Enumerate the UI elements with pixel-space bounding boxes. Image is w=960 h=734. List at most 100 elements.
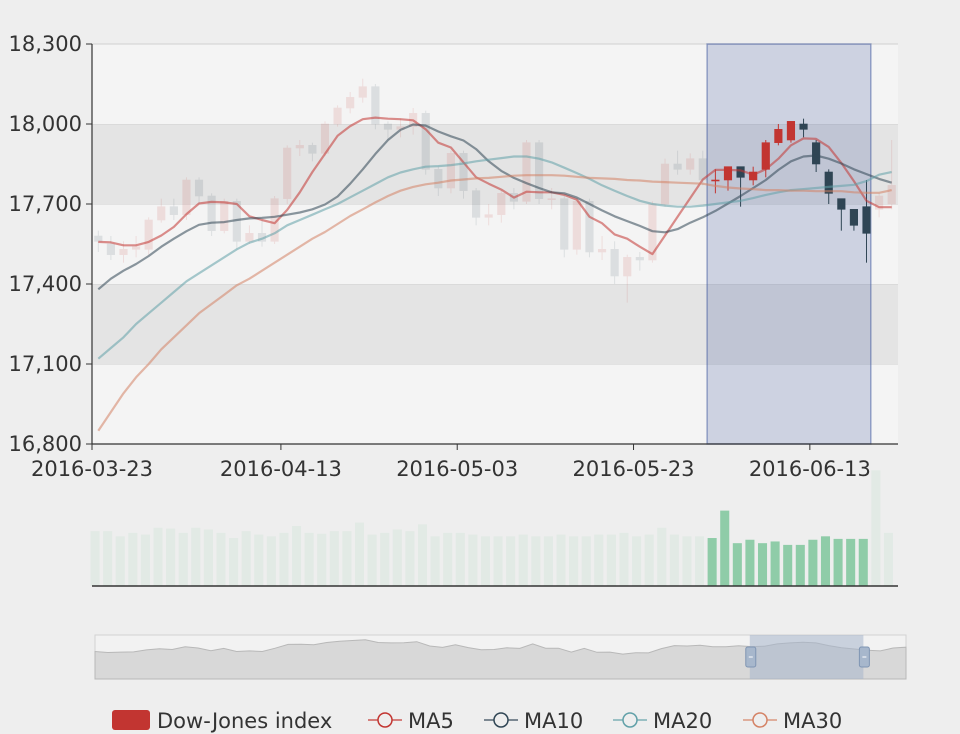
volume-bar (644, 534, 654, 586)
candle-body (459, 153, 468, 191)
y-tick-label: 17,700 (9, 192, 82, 216)
legend-item-dow-jones-index[interactable]: Dow-Jones index (112, 709, 332, 733)
candle-body (799, 123, 808, 130)
legend-icon-circle (752, 712, 768, 728)
candle-body (597, 249, 607, 253)
candle (635, 252, 644, 271)
candle (434, 166, 443, 196)
volume-bar (329, 531, 339, 586)
ma-line-ma10 (97, 123, 893, 291)
volume-bar (153, 527, 163, 586)
volume-bar (480, 536, 490, 586)
ma-line-ma5 (98, 116, 892, 256)
volume-bar (455, 532, 465, 586)
candle (132, 236, 141, 258)
candle (220, 198, 229, 234)
ma-line-ma20 (97, 155, 892, 360)
candle-body (786, 121, 796, 141)
legend-label: Dow-Jones index (157, 709, 332, 733)
candle-body (245, 233, 254, 242)
candle-body (497, 193, 506, 215)
volume-bar (367, 534, 377, 586)
legend-item-ma30[interactable]: MA30 (743, 709, 842, 733)
y-split-area (92, 44, 898, 124)
candle-body (144, 219, 153, 250)
volume-bar (732, 543, 742, 586)
candle (459, 150, 468, 199)
candle-body (635, 257, 644, 261)
volume-bar (493, 536, 503, 586)
volume-bar (266, 536, 276, 586)
volume-bars (90, 470, 898, 587)
legend-label: MA20 (653, 709, 712, 733)
volume-bar (279, 532, 289, 586)
volume-bar (682, 536, 692, 586)
candle-body (837, 198, 846, 210)
candle (106, 236, 115, 260)
legend: Dow-Jones index MA5 MA10 MA20 MA30 (112, 709, 842, 733)
volume-bar (833, 538, 843, 586)
candle-body (761, 142, 770, 170)
plot-background (92, 43, 898, 444)
volume-bar (606, 534, 616, 586)
legend-item-ma20[interactable]: MA20 (613, 709, 712, 733)
candle (157, 198, 166, 223)
candle (308, 142, 317, 162)
y-tick-label: 16,800 (9, 432, 82, 456)
legend-item-ma10[interactable]: MA10 (484, 709, 583, 733)
candle (610, 241, 619, 284)
candle-body (358, 86, 367, 98)
brush-rect[interactable] (706, 43, 872, 445)
volume-bar (254, 534, 264, 586)
candle-body (585, 201, 594, 253)
volume-bar (745, 539, 755, 586)
candle (774, 124, 783, 146)
data-zoom-slider[interactable] (94, 634, 907, 680)
zoom-selected-range[interactable] (749, 635, 864, 679)
volume-bar (405, 531, 415, 586)
candle-body (434, 169, 443, 189)
candle-body (182, 179, 191, 215)
candle (446, 150, 455, 194)
candle (572, 198, 581, 255)
candle (534, 140, 544, 204)
candle-body (875, 195, 884, 210)
legend-label: MA30 (783, 709, 842, 733)
candle (421, 110, 430, 175)
candle-body (774, 129, 783, 143)
candle-body (346, 97, 355, 109)
candle (333, 105, 342, 127)
candle (94, 230, 103, 252)
volume-bar (292, 526, 302, 586)
zoom-handle-right[interactable] (858, 646, 870, 668)
candle (484, 204, 493, 226)
candle-body (169, 206, 178, 215)
volume-bar (191, 527, 201, 586)
volume-bar (115, 536, 125, 586)
x-tick-label: 2016-05-23 (573, 457, 695, 481)
legend-line-circle-icon (613, 712, 647, 728)
y-tick-label: 18,300 (9, 32, 82, 56)
volume-bar (354, 522, 365, 586)
candle-body (560, 198, 569, 250)
legend-item-ma5[interactable]: MA5 (368, 709, 454, 733)
volume-bar (417, 524, 428, 586)
volume-bar (468, 534, 478, 586)
candle (686, 153, 695, 175)
volume-bar (342, 531, 352, 586)
volume-bar (543, 536, 553, 586)
candle-body (106, 243, 115, 255)
candle (623, 254, 632, 303)
brush-selection-area[interactable] (706, 43, 872, 445)
y-tick-label: 17,100 (9, 352, 82, 376)
zoom-handle-left[interactable] (745, 646, 757, 668)
candle (560, 196, 569, 258)
candle-body (660, 163, 670, 205)
legend-icon-circle (622, 712, 638, 728)
candle-body (572, 201, 581, 250)
candle-body (94, 235, 103, 242)
volume-bar (707, 538, 717, 586)
volume-bar (795, 544, 805, 586)
candle-body (446, 153, 455, 189)
